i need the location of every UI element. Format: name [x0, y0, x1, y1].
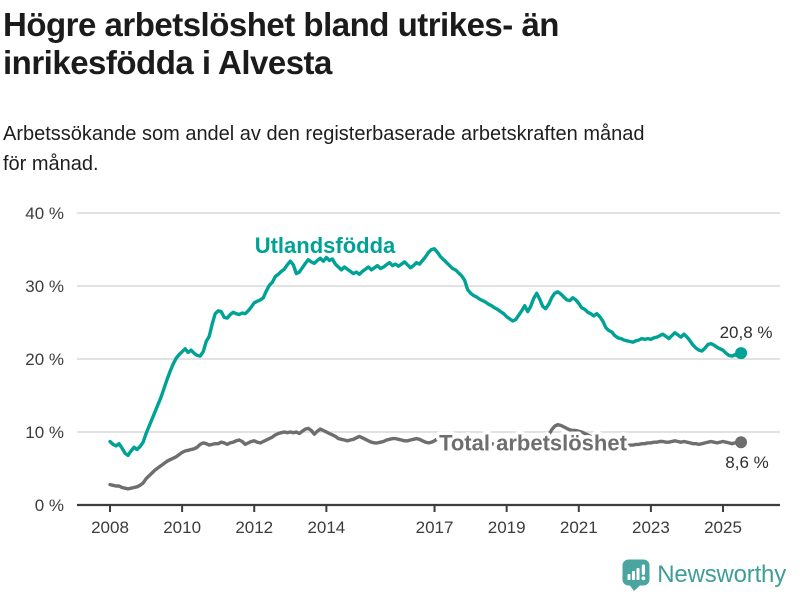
x-tick-label: 2019: [488, 518, 526, 537]
x-tick-label: 2008: [91, 518, 129, 537]
y-tick-label: 30 %: [25, 277, 64, 296]
x-tick-label: 2014: [307, 518, 345, 537]
brand-name: Newsworthy: [657, 561, 786, 588]
logo-bar-large: [636, 568, 640, 580]
y-tick-label: 0 %: [35, 496, 64, 515]
series-label: Total arbetslöshet: [439, 431, 628, 456]
x-tick-label: 2017: [416, 518, 454, 537]
title-line-1: Högre arbetslöshet bland utrikes- än: [3, 6, 559, 43]
x-tick-label: 2010: [163, 518, 201, 537]
x-tick-label: 2021: [560, 518, 598, 537]
subtitle-line-2: för månad.: [3, 153, 99, 175]
end-dot: [735, 347, 748, 360]
title-line-2: inrikesfödda i Alvesta: [3, 44, 332, 81]
newsworthy-logo-icon: [622, 559, 650, 591]
series-label: Utlandsfödda: [255, 233, 396, 258]
end-dot: [735, 436, 748, 449]
x-tick-label: 2025: [704, 518, 742, 537]
page-title: Högre arbetslöshet bland utrikes- än inr…: [3, 6, 783, 82]
y-tick-label: 20 %: [25, 350, 64, 369]
subtitle-line-1: Arbetssökande som andel av den registerb…: [3, 123, 645, 145]
logo-exclamation-bar: [642, 564, 646, 575]
x-tick-label: 2012: [235, 518, 273, 537]
end-value-label: 20,8 %: [720, 323, 773, 342]
line-chart: 0 % 10 % 20 % 30 % 40 % 2008 2010 2012 2014 2017 2…: [25, 204, 780, 537]
end-value-label: 8,6 %: [725, 453, 768, 472]
x-tick-label: 2023: [632, 518, 670, 537]
y-tick-label: 10 %: [25, 423, 64, 442]
logo-bar-small: [627, 574, 631, 580]
logo-bar-medium: [632, 571, 636, 580]
y-tick-label: 40 %: [25, 204, 64, 223]
series-line-utlandsfodda: [108, 247, 743, 458]
brand-footer: Newsworthy: [622, 558, 786, 592]
chart-subtitle: Arbetssökande som andel av den registerb…: [3, 119, 793, 179]
series-line-total: [108, 423, 743, 491]
logo-exclamation-dot: [641, 576, 646, 581]
